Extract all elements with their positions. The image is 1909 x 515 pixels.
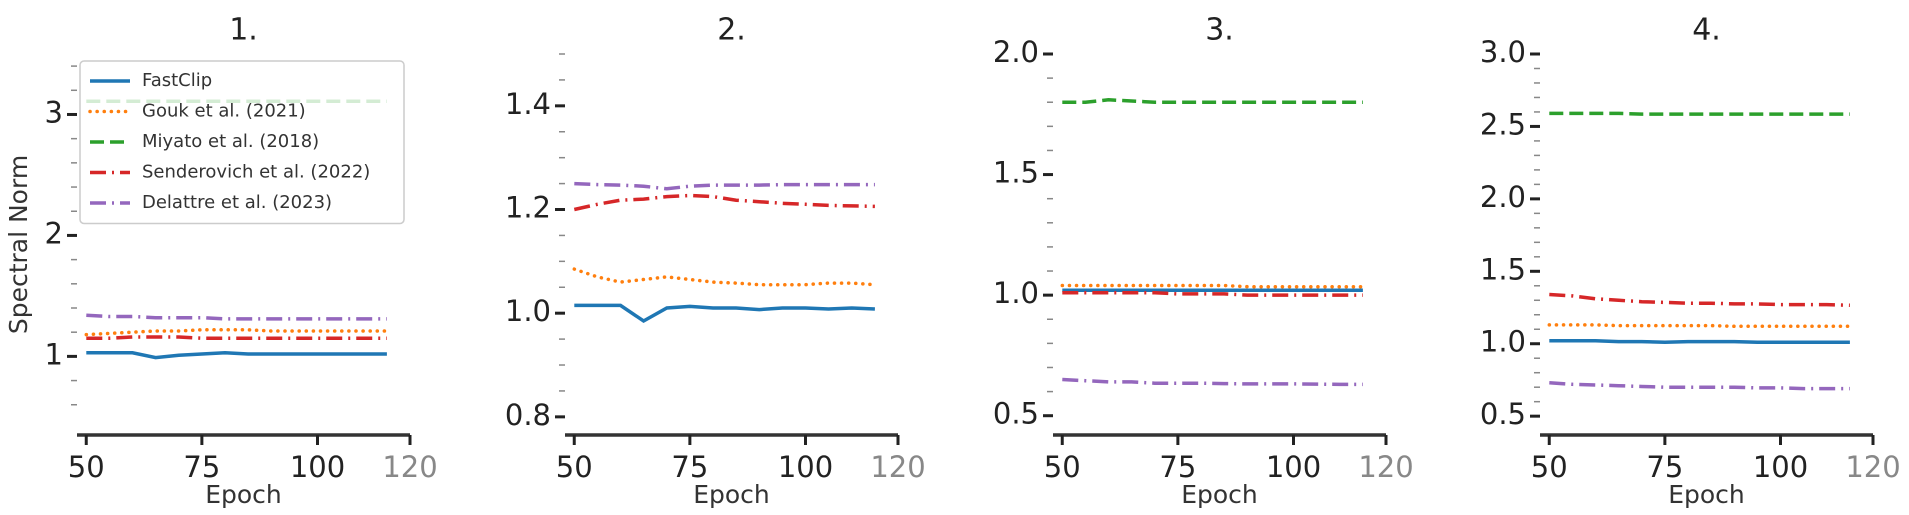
line-series bbox=[574, 181, 875, 191]
x-tick-label: 50 bbox=[556, 450, 593, 484]
line-series bbox=[574, 303, 875, 324]
line-series bbox=[572, 267, 877, 287]
x-axis-label: Epoch bbox=[693, 480, 770, 509]
subplot-title: 2. bbox=[717, 13, 746, 48]
x-tick-label: 100 bbox=[290, 450, 345, 484]
x-axis-label: Epoch bbox=[205, 480, 282, 509]
subplot: 1. Epoch Spectral Norm 1 2 3 50 75 100 120 FastCli… bbox=[4, 13, 438, 510]
line-series bbox=[1549, 111, 1850, 116]
line-series bbox=[1060, 283, 1365, 289]
legend-label: Miyato et al. (2018) bbox=[142, 131, 319, 152]
y-tick-label: 0.5 bbox=[1480, 397, 1526, 431]
y-tick-label: 0.5 bbox=[993, 397, 1039, 431]
subplot: 3. Epoch 0.5 1.0 1.5 2.0 50 75 100 120 bbox=[993, 13, 1414, 510]
x-tick-label: 120 bbox=[1845, 450, 1900, 484]
subplot-title: 4. bbox=[1692, 13, 1721, 48]
y-tick-label: 1 bbox=[45, 337, 63, 371]
x-tick-label: 75 bbox=[671, 450, 708, 484]
line-series bbox=[1062, 98, 1363, 104]
x-axis-label: Epoch bbox=[1668, 480, 1745, 509]
x-tick-label: 50 bbox=[1044, 450, 1081, 484]
y-axis-label: Spectral Norm bbox=[4, 155, 33, 334]
legend-label: Delattre et al. (2023) bbox=[142, 192, 332, 213]
legend-box bbox=[79, 60, 405, 225]
x-tick-label: 75 bbox=[1159, 450, 1196, 484]
line-series bbox=[84, 328, 389, 337]
legend-label: Senderovich et al. (2022) bbox=[142, 162, 370, 183]
x-tick-label: 100 bbox=[1753, 450, 1808, 484]
x-tick-label: 120 bbox=[870, 450, 925, 484]
x-tick-label: 75 bbox=[183, 450, 220, 484]
x-tick-label: 120 bbox=[382, 450, 437, 484]
y-tick-label: 2.0 bbox=[993, 35, 1039, 69]
legend-label: FastClip bbox=[142, 70, 212, 91]
x-tick-label: 100 bbox=[1266, 450, 1321, 484]
x-tick-label: 50 bbox=[1531, 450, 1568, 484]
subplot: 4. Epoch 0.5 1.0 1.5 2.0 2.5 3.0 50 75 100 120 bbox=[1480, 13, 1901, 510]
y-tick-label: 0.8 bbox=[505, 398, 551, 432]
y-tick-label: 1.2 bbox=[505, 191, 551, 225]
y-tick-label: 3 bbox=[45, 95, 63, 129]
line-series bbox=[1549, 339, 1850, 345]
y-tick-label: 2.5 bbox=[1480, 107, 1526, 141]
subplot-title: 3. bbox=[1205, 13, 1234, 48]
line-series bbox=[1062, 377, 1363, 387]
y-tick-label: 2.0 bbox=[1480, 180, 1526, 214]
x-tick-label: 100 bbox=[778, 450, 833, 484]
legend-label: Gouk et al. (2021) bbox=[142, 101, 306, 122]
line-series bbox=[1549, 292, 1850, 308]
line-series bbox=[86, 313, 387, 321]
y-tick-label: 1.4 bbox=[505, 87, 551, 121]
line-series bbox=[1062, 290, 1363, 297]
line-series bbox=[86, 335, 387, 340]
y-tick-label: 1.5 bbox=[993, 156, 1039, 190]
x-tick-label: 50 bbox=[68, 450, 105, 484]
y-tick-label: 1.5 bbox=[1480, 252, 1526, 286]
y-tick-label: 1.0 bbox=[505, 294, 551, 328]
line-series bbox=[1549, 381, 1850, 391]
x-axis-label: Epoch bbox=[1181, 480, 1258, 509]
subplot: 2. Epoch 0.8 1.0 1.2 1.4 50 75 100 120 bbox=[505, 13, 926, 510]
y-tick-label: 3.0 bbox=[1480, 35, 1526, 69]
x-tick-label: 75 bbox=[1646, 450, 1683, 484]
x-tick-label: 120 bbox=[1358, 450, 1413, 484]
y-tick-label: 2 bbox=[45, 216, 63, 250]
y-tick-label: 1.0 bbox=[993, 276, 1039, 310]
y-tick-label: 1.0 bbox=[1480, 325, 1526, 359]
line-series bbox=[1547, 323, 1852, 329]
line-series bbox=[86, 351, 387, 360]
line-series bbox=[573, 193, 875, 212]
subplot-title: 1. bbox=[229, 13, 258, 48]
